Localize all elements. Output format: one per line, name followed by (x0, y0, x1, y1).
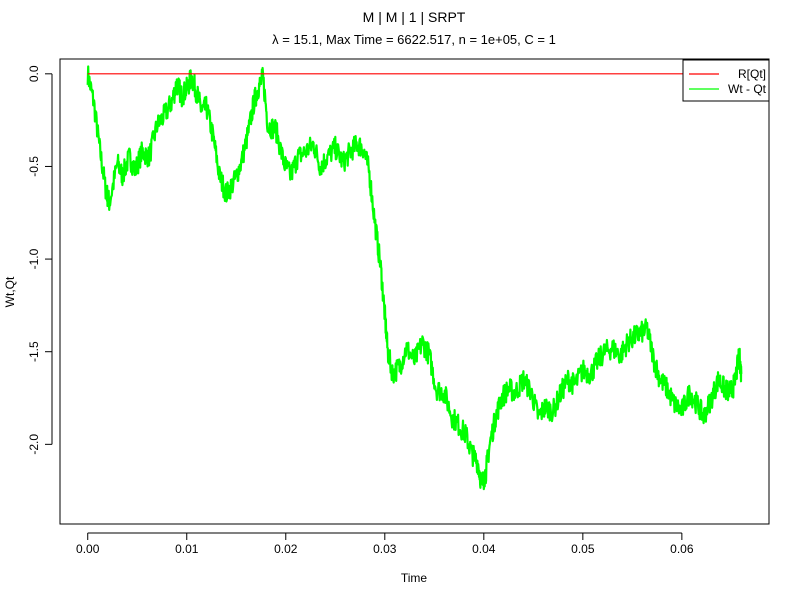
y-axis: 0.0 -0.5 -1.0 -1.5 -2.0 (27, 65, 53, 455)
y-tick-label: 0.0 (27, 65, 41, 82)
x-tick-label: 0.04 (472, 542, 496, 556)
x-axis-label: Time (401, 571, 428, 585)
chart-subtitle: λ = 15.1, Max Time = 6622.517, n = 1e+05… (272, 32, 556, 47)
x-axis: 0.00 0.01 0.02 0.03 0.04 0.05 0.06 (76, 532, 694, 556)
y-tick-label: -0.5 (27, 156, 41, 177)
x-tick-label: 0.05 (571, 542, 595, 556)
x-tick-label: 0.06 (670, 542, 694, 556)
x-tick-label: 0.00 (76, 542, 100, 556)
y-tick-label: -1.0 (27, 248, 41, 269)
series-wt-qt-line (86, 65, 743, 491)
y-tick-label: -2.0 (27, 434, 41, 455)
x-tick-label: 0.03 (373, 542, 397, 556)
x-tick-label: 0.02 (274, 542, 298, 556)
y-axis-label: Wt,Qt (3, 276, 17, 307)
legend-label: R[Qt] (738, 67, 766, 81)
chart-title: M | M | 1 | SRPT (363, 9, 466, 25)
legend-box (682, 59, 770, 102)
series-layer (86, 65, 743, 491)
y-tick-label: -1.5 (27, 341, 41, 362)
plot-frame (59, 58, 770, 525)
x-tick-label: 0.01 (175, 542, 199, 556)
legend: R[Qt]Wt - Qt (682, 59, 770, 102)
legend-label: Wt - Qt (728, 82, 767, 96)
